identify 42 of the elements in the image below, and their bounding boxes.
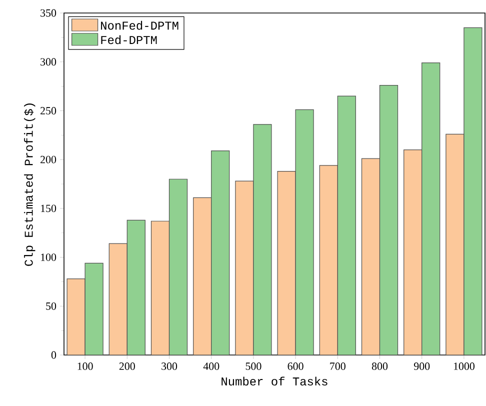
y-tick-label: 150 [41,204,56,212]
x-tick-label: 500 [246,362,262,370]
y-tick-label: 250 [40,107,56,114]
bar [67,278,86,355]
bar [127,220,146,355]
bar [446,134,464,355]
bar [380,85,398,355]
bar [109,244,128,355]
legend-label: NonFed-DPTM [101,20,178,30]
y-axis-title: Clp Estimated Profit($) [24,104,36,266]
bar [235,181,254,355]
x-tick-label: 800 [372,362,388,370]
y-tick-label: 350 [40,9,56,17]
bar [253,124,272,355]
x-tick-label: 200 [119,362,135,370]
y-tick-label: 300 [40,58,56,66]
bar [320,165,338,355]
bar [169,179,188,355]
bar [422,62,440,355]
x-tick-label: 400 [203,362,220,370]
x-tick-label: 600 [288,362,304,370]
y-tick-label: 0 [51,351,56,359]
bar [296,110,314,355]
bar [404,150,422,355]
y-tick-label: 50 [46,302,56,310]
y-tick-label: 200 [40,156,56,164]
bar [211,150,230,355]
bar [464,27,482,355]
bar [85,263,104,355]
x-tick-label: 700 [330,362,346,370]
x-tick-label: 300 [162,362,178,370]
bar [278,171,296,355]
legend-label: Fed-DPTM [101,35,157,44]
x-tick-label: 900 [414,362,430,370]
bar [362,158,380,355]
y-tick-label: 100 [41,254,56,261]
x-tick-label: 100 [78,362,93,370]
bar [151,221,170,355]
x-axis-title: Number of Tasks [222,376,328,386]
bar [193,198,212,355]
bar [338,96,356,355]
x-tick-label: 1000 [454,362,474,370]
